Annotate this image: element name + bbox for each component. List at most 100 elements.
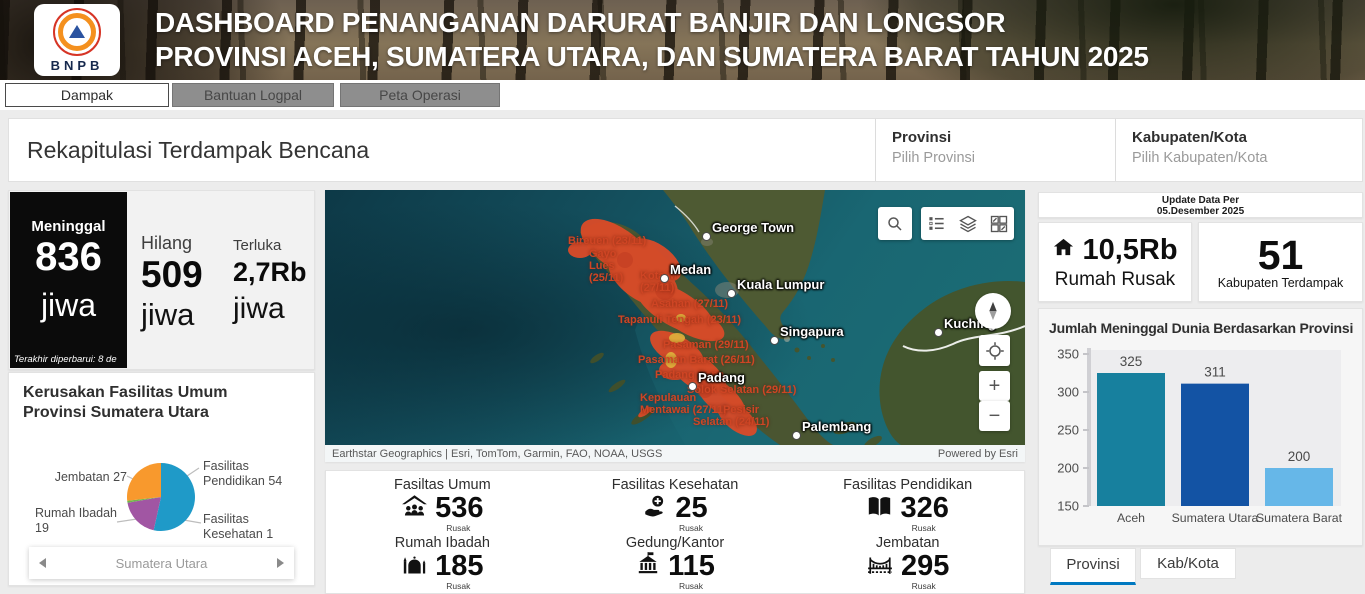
- map-city-dot: [688, 382, 697, 391]
- locate-button[interactable]: [979, 335, 1010, 366]
- deaths-by-province-bar-chart[interactable]: 150 200 250 300 350 325 Aceh 311 Sumatera Utara 2…: [1043, 336, 1356, 536]
- facility-stat-jembatan: Jembatan 295 Rusak: [791, 533, 1024, 591]
- pie-slice-rumah-ibadah[interactable]: [127, 497, 162, 531]
- zoom-out-icon: −: [988, 405, 1001, 427]
- facility-value: 185: [435, 550, 484, 582]
- map-region-label: Bireuen (23/11): [568, 235, 647, 247]
- injured-panel: Terluka 2,7Rb jiwa: [233, 237, 307, 328]
- section-title: Rekapitulasi Terdampak Bencana: [27, 136, 370, 163]
- logo-text: BNPB: [50, 57, 104, 73]
- pie-slice-fasilitas-kesehatan[interactable]: [127, 497, 161, 503]
- missing-value: 509: [141, 254, 203, 295]
- zoom-out-button[interactable]: −: [979, 401, 1010, 431]
- update-date-bar: Update Data Per 05.Desember 2025: [1038, 192, 1363, 218]
- map-region-label: Pasaman Barat (26/11): [638, 354, 755, 366]
- map-toolbar: [921, 207, 1014, 240]
- province-filter-placeholder: Pilih Provinsi: [892, 150, 975, 166]
- svg-text:350: 350: [1057, 347, 1079, 362]
- facility-value: 295: [900, 550, 950, 582]
- filter-row: Rekapitulasi Terdampak Bencana Provinsi …: [8, 118, 1363, 182]
- facility-label: Fasilitas Pendidikan: [843, 477, 973, 493]
- map-city-label-palembang: Palembang: [802, 419, 872, 434]
- pie-callout-fasilitas-pendidikan: Fasilitas Pendidikan 54: [203, 459, 283, 488]
- zoom-in-button[interactable]: +: [979, 371, 1010, 401]
- map-city-label-singapura: Singapura: [780, 324, 844, 339]
- facility-label: Fasilitas Kesehatan: [611, 477, 739, 493]
- svg-text:200: 200: [1057, 461, 1079, 476]
- office-building-icon: [635, 551, 661, 582]
- search-button[interactable]: [878, 207, 912, 240]
- bar-category-label: Sumatera Utara: [1172, 511, 1259, 525]
- facility-damage-pie-card: Kerusakan Fasilitas Umum Provinsi Sumate…: [8, 372, 315, 586]
- facility-sub-label: Rusak: [678, 581, 704, 591]
- bar-category-label: Sumatera Barat: [1256, 511, 1343, 525]
- tab-bantuan-logpal[interactable]: Bantuan Logpal: [172, 83, 334, 107]
- casualties-card: Meninggal 836 jiwa Terakhir diperbarui: …: [8, 190, 315, 370]
- pie-pagination: Sumatera Utara: [29, 547, 294, 579]
- missing-label: Hilang: [141, 233, 193, 253]
- bar-value-label: 325: [1120, 354, 1143, 369]
- legend-icon: [929, 217, 944, 230]
- page-title: DASHBOARD PENANGANAN DARURAT BANJIR DAN …: [155, 6, 1149, 74]
- tab-dampak[interactable]: Dampak: [5, 83, 169, 107]
- pie-card-title: Kerusakan Fasilitas Umum Provinsi Sumate…: [23, 384, 228, 421]
- map-city-dot: [770, 336, 779, 345]
- svg-text:250: 250: [1057, 423, 1079, 438]
- map-region-label: Gayo Lues (25/11): [589, 248, 624, 284]
- regency-filter-placeholder: Pilih Kabupaten/Kota: [1132, 150, 1268, 166]
- tab-provinsi[interactable]: Provinsi: [1050, 548, 1136, 585]
- map-city-dot: [934, 328, 943, 337]
- province-filter[interactable]: Provinsi Pilih Provinsi: [875, 119, 1115, 181]
- tab-peta-operasi[interactable]: Peta Operasi: [340, 83, 500, 107]
- regency-filter-label: Kabupaten/Kota: [1132, 129, 1248, 146]
- chevron-left-icon[interactable]: [39, 558, 46, 568]
- bar-sumatera-barat[interactable]: [1265, 468, 1333, 506]
- map-region-label: Asahan (27/11): [651, 298, 729, 310]
- basemap-button[interactable]: [983, 207, 1014, 240]
- tab-kab-kota[interactable]: Kab/Kota: [1140, 548, 1236, 579]
- legend-button[interactable]: [921, 207, 952, 240]
- injured-value: 2,7Rb: [233, 257, 307, 287]
- pie-callout-jembatan: Jembatan 27: [54, 470, 127, 484]
- map-city-label-padang: Padang: [698, 370, 745, 385]
- facility-stats-card: Fasiltas Umum 536 Rusak Fasilitas Kesehatan…: [325, 470, 1025, 594]
- regency-filter[interactable]: Kabupaten/Kota Pilih Kabupaten/Kota: [1115, 119, 1362, 181]
- education-book-icon: [866, 493, 893, 525]
- missing-panel: Hilang 509 jiwa: [141, 233, 203, 334]
- map-region-label: Solok Selatan (29/11): [687, 384, 797, 396]
- deaths-panel: Meninggal 836 jiwa Terakhir diperbarui: …: [10, 192, 127, 368]
- map-city-dot: [660, 274, 669, 283]
- facility-damage-pie-chart[interactable]: [9, 373, 316, 587]
- powered-by-esri: Powered by Esri: [937, 447, 1018, 460]
- map-region-label: Pesisir: [723, 404, 760, 416]
- bar-aceh[interactable]: [1097, 373, 1165, 506]
- facility-label: Fasiltas Umum: [393, 477, 491, 493]
- facility-sub-label: Rusak: [678, 523, 704, 533]
- bar-sumatera-utara[interactable]: [1181, 383, 1249, 506]
- header-banner: BNPB DASHBOARD PENANGANAN DARURAT BANJIR…: [0, 0, 1365, 80]
- missing-unit: jiwa: [141, 297, 195, 332]
- kabupaten-terdampak-card: 51 Kabupaten Terdampak: [1198, 222, 1363, 302]
- kabupaten-terdampak-value: 51: [1257, 232, 1304, 278]
- map-basemap: [325, 190, 1025, 445]
- map-canvas[interactable]: Bireuen (23/11) Gayo Lues (25/11) Kota M (27/…: [325, 190, 1025, 445]
- facility-label: Gedung/Kantor: [625, 535, 725, 551]
- bnpb-emblem-icon: [53, 7, 101, 56]
- basemap-icon: [990, 215, 1007, 232]
- layers-button[interactable]: [952, 207, 983, 240]
- chart-view-tabs: Provinsi Kab/Kota: [1038, 548, 1363, 590]
- mosque-icon: [401, 551, 428, 583]
- map-city-dot: [727, 289, 736, 298]
- chevron-right-icon[interactable]: [276, 558, 284, 568]
- map-city-dot: [792, 431, 801, 440]
- zoom-in-icon: +: [988, 375, 1001, 397]
- pie-slice-fasilitas-pendidikan[interactable]: [153, 463, 195, 531]
- pie-callout-rumah-ibadah: Rumah Ibadah 19: [35, 506, 118, 535]
- injured-unit: jiwa: [233, 292, 285, 325]
- map-region-label: Selatan (24/11): [693, 416, 770, 428]
- map-card: Bireuen (23/11) Gayo Lues (25/11) Kota M (27/…: [325, 190, 1025, 462]
- province-filter-label: Provinsi: [892, 129, 952, 146]
- pie-slice-jembatan[interactable]: [126, 463, 161, 501]
- bar-chart-title: Jumlah Meninggal Dunia Berdasarkan Provi…: [1049, 320, 1354, 336]
- compass-button[interactable]: [975, 293, 1011, 329]
